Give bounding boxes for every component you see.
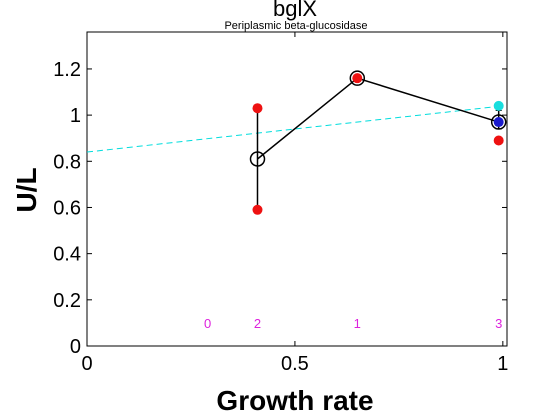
count-label: 3 [495, 316, 502, 331]
x-tick-label: 0.5 [281, 353, 309, 375]
x-axis-label: Growth rate [216, 385, 373, 416]
y-tick-label: 0.4 [53, 244, 81, 266]
replicate-point [493, 117, 504, 128]
y-tick-label: 0.8 [53, 151, 81, 173]
replicate-point [493, 100, 504, 111]
y-tick-label: 0 [70, 336, 81, 358]
y-tick-label: 1 [70, 105, 81, 127]
y-tick-label: 0.6 [53, 197, 81, 219]
replicate-point [493, 135, 504, 146]
mean-line [257, 77, 499, 160]
y-tick-label: 1.2 [53, 59, 81, 81]
axes-box [86, 31, 508, 347]
mean-marker [349, 70, 366, 86]
replicate-point [252, 204, 263, 215]
x-tick-label: 0 [81, 353, 92, 375]
replicate-point [252, 103, 263, 114]
plot-area: 0 0.5 1 0 0.2 0.4 0.6 0.8 1 1.2 0 2 1 3 [53, 31, 508, 375]
count-label: 2 [254, 316, 261, 331]
count-label: 0 [204, 316, 211, 331]
chart-title: bglX [273, 0, 317, 21]
y-tick-label: 0.2 [53, 290, 81, 312]
y-axis-label: U/L [11, 167, 42, 212]
replicate-point [352, 73, 363, 84]
mean-marker [490, 114, 507, 130]
count-label: 1 [354, 316, 361, 331]
chart-subtitle: Periplasmic beta-glucosidase [224, 20, 367, 32]
mean-marker [249, 151, 266, 167]
x-tick-label: 1 [497, 353, 508, 375]
